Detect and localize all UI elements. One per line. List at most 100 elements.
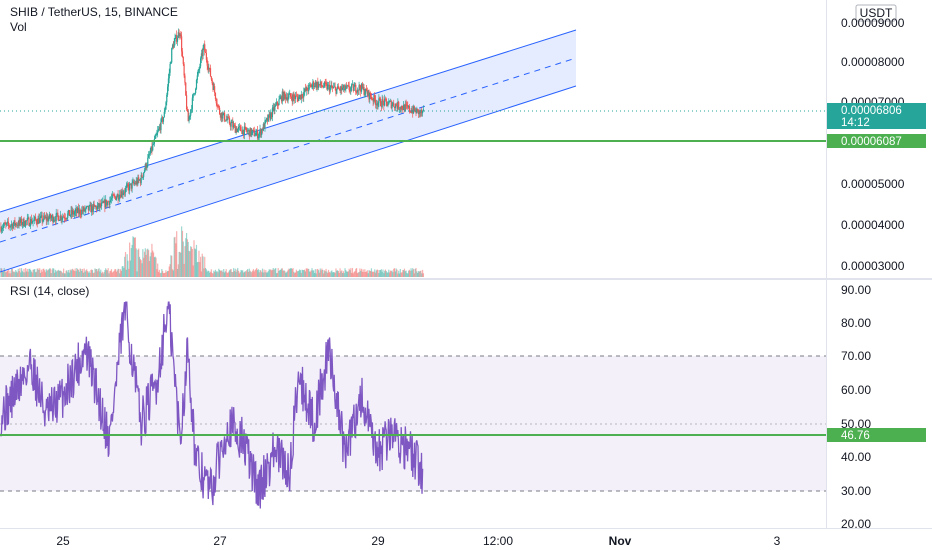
currency-box[interactable] [855,4,897,22]
volume-bar [392,272,394,277]
volume-bar [114,269,116,277]
volume-bar [108,273,110,277]
candle-body [268,114,270,116]
volume-bar [133,237,136,277]
volume-bar [201,253,203,277]
volume-bar [193,240,195,277]
volume-bar [3,267,5,277]
volume-bar [379,270,381,277]
candle-body [11,224,14,229]
candle-body [417,108,419,110]
volume-bar [110,270,112,277]
volume-bar [149,256,151,277]
volume-bar [260,270,262,277]
candle-body [281,91,283,102]
volume-bar [213,270,215,277]
candle-body [291,98,293,102]
volume-bar [249,270,251,277]
candle-body [23,218,25,226]
candle-body [362,87,364,89]
volume-bar [96,271,99,277]
volume-bar [61,272,63,277]
volume-bar [11,268,14,277]
volume-bar [165,270,167,277]
candle-body [399,108,401,110]
candle-body [256,130,259,139]
candle-body [360,83,363,92]
candle-body [249,128,251,137]
volume-bar [86,269,88,277]
candle-body [67,213,69,218]
volume-bar [314,269,316,277]
volume-bar [148,250,150,277]
candle-body [246,130,248,132]
volume-bar [358,272,360,277]
volume-bar [319,268,321,277]
volume-bar [60,270,62,277]
volume-bar [223,269,225,277]
volume-bar [256,267,258,277]
volume-bar [23,268,25,277]
candle-body [191,97,193,110]
volume-bar [348,268,350,277]
rsi-pane[interactable] [0,280,826,528]
volume-bar [360,268,363,277]
candle-body [313,81,315,87]
volume-bar [87,272,89,277]
candle-body [174,38,176,42]
candle-body [223,112,226,121]
volume-bar [405,270,407,277]
candle-body [283,91,285,101]
candle-body [184,75,186,83]
volume-bar [327,269,330,277]
candle-body [404,104,406,112]
candle-body [341,86,343,90]
volume-bar [231,271,233,277]
candle-body [9,226,11,228]
volume-bar [246,270,248,277]
volume-bar [393,268,395,277]
candle-body [413,106,415,112]
candle-body [167,86,169,95]
volume-bar [318,270,320,277]
volume-legend[interactable]: Vol [10,20,27,34]
volume-bar [339,268,341,277]
candle-body [393,103,395,107]
rsi-legend[interactable]: RSI (14, close) [10,284,89,298]
volume-bar [191,248,193,277]
candle-body [267,114,269,122]
time-tick: 25 [56,534,70,548]
volume-bar [344,268,346,277]
rsi-line [0,301,424,509]
candle-body [319,81,321,85]
volume-bar [12,271,14,277]
candle-body [24,225,26,227]
candle-body [112,194,114,196]
candle-body [259,129,261,134]
volume-bar [332,272,334,277]
candle-body [65,218,67,220]
candle-body [312,81,314,86]
volume-bar [238,273,241,277]
volume-bar [89,272,91,277]
volume-bar [29,268,31,277]
volume-bar [349,270,351,277]
volume-bar [141,263,143,277]
candle-body [170,62,172,65]
candle-body [203,44,205,48]
volume-bar [242,272,245,277]
candle-body [172,44,174,48]
volume-bar [222,271,224,277]
candle-body [230,123,232,127]
volume-bar [232,272,234,277]
candle-body [117,194,119,200]
candle-body [43,215,45,221]
volume-bar [187,241,189,277]
volume-bar [15,269,17,277]
volume-bar [124,256,126,277]
candle-body [77,207,80,214]
volume-bar [276,272,278,277]
volume-bar [303,270,305,277]
symbol-legend[interactable]: SHIB / TetherUS, 15, BINANCE [10,5,178,19]
